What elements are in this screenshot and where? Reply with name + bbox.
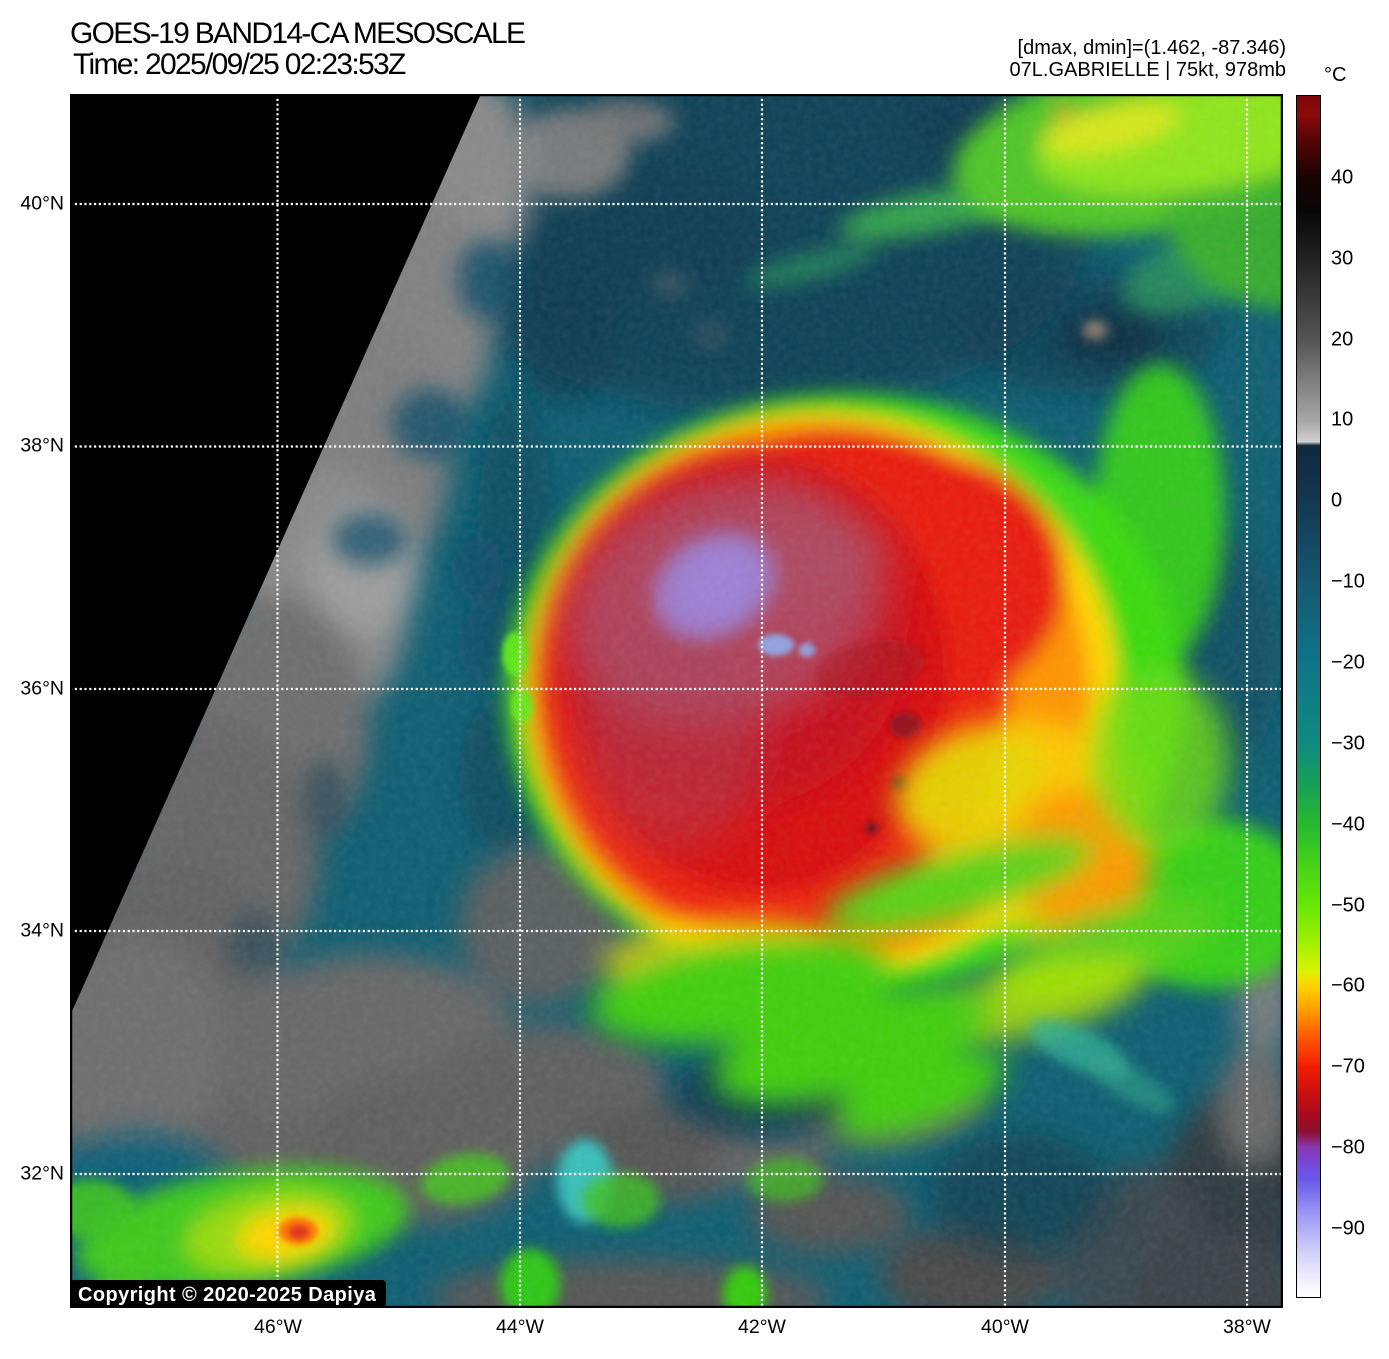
svg-text:Copyright © 2020-2025 Dapiya: Copyright © 2020-2025 Dapiya — [78, 1284, 377, 1306]
